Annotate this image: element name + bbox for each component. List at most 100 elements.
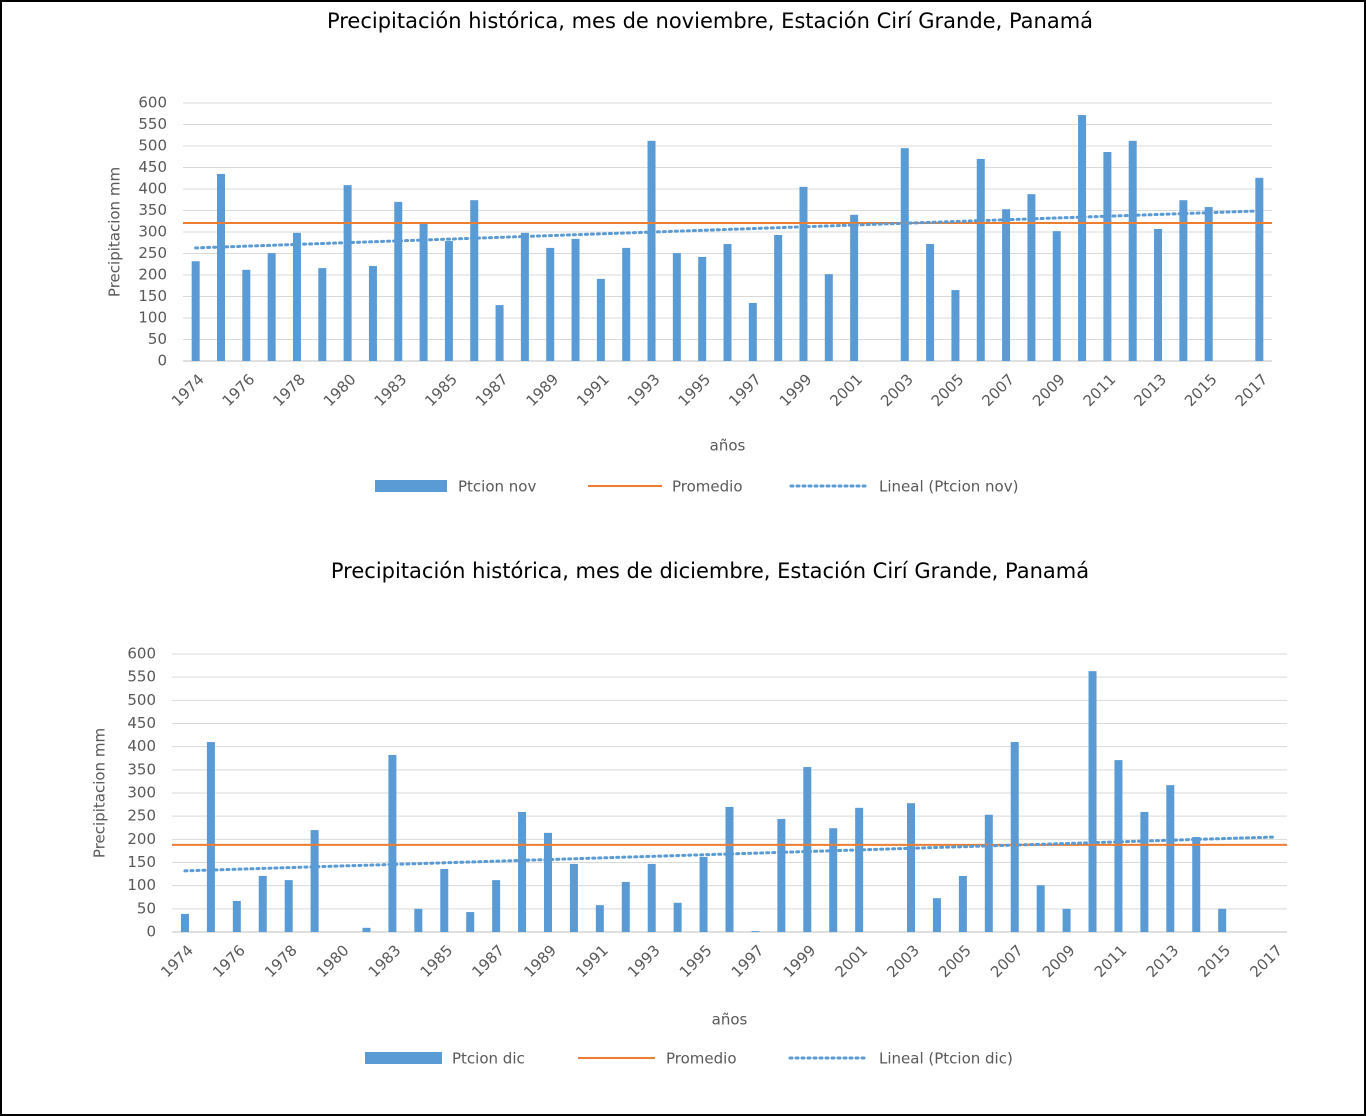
y-tick-label: 350 (138, 201, 167, 219)
bar (206, 742, 215, 932)
bar (440, 868, 449, 932)
legend-label: Ptcion nov (458, 478, 536, 496)
bar (1010, 742, 1019, 932)
y-tick-label: 200 (138, 266, 167, 284)
bar (470, 200, 479, 361)
x-axis-label: años (712, 1011, 748, 1029)
bar (444, 241, 453, 361)
y-tick-label: 450 (127, 714, 156, 732)
bar (1036, 885, 1045, 932)
bar (1103, 152, 1112, 361)
bar (751, 931, 760, 932)
legend-label: Lineal (Ptcion nov) (879, 478, 1018, 496)
y-tick-label: 400 (127, 737, 156, 755)
bar (267, 253, 276, 361)
bar (292, 232, 301, 361)
y-tick-label: 550 (127, 668, 156, 686)
bar (595, 905, 604, 932)
bar (824, 274, 833, 361)
bar (191, 261, 200, 361)
bar (725, 806, 734, 932)
y-tick-label: 550 (138, 115, 167, 133)
bar (699, 856, 708, 932)
bar (419, 223, 428, 361)
bar (495, 305, 504, 361)
bar (284, 880, 293, 932)
bar (984, 814, 993, 932)
y-tick-label: 600 (127, 645, 156, 663)
bar (673, 902, 682, 932)
y-tick-label: 200 (127, 830, 156, 848)
bar (388, 755, 397, 932)
bar (777, 818, 786, 932)
bar (926, 244, 935, 361)
bar (1002, 209, 1011, 361)
bar (466, 912, 475, 932)
bar (596, 278, 605, 361)
y-tick-label: 450 (138, 158, 167, 176)
y-tick-label: 300 (138, 223, 167, 241)
y-tick-label: 350 (127, 760, 156, 778)
y-tick-label: 50 (137, 899, 156, 917)
bar (310, 830, 319, 932)
y-tick-label: 400 (138, 180, 167, 198)
bar (571, 238, 580, 361)
bar (1114, 760, 1123, 932)
y-tick-label: 0 (157, 352, 167, 370)
bar (232, 900, 241, 932)
y-tick-label: 500 (127, 691, 156, 709)
bar (1179, 200, 1188, 361)
bar (698, 256, 707, 361)
bar (622, 247, 631, 361)
bar (958, 875, 967, 932)
y-tick-label: 300 (127, 784, 156, 802)
y-tick-label: 500 (138, 137, 167, 155)
bar (414, 908, 423, 932)
bar (1166, 785, 1175, 932)
y-tick-label: 250 (127, 807, 156, 825)
bar (546, 247, 555, 361)
bar (672, 253, 681, 361)
bar (1218, 908, 1227, 932)
bar (543, 832, 552, 932)
bar (1204, 207, 1213, 361)
bar (951, 290, 960, 361)
bar (976, 158, 985, 361)
legend-swatch (375, 480, 447, 492)
bar (855, 807, 864, 932)
bar (318, 268, 327, 361)
bar (1062, 908, 1071, 932)
bar (1192, 837, 1201, 932)
bar (1088, 671, 1097, 932)
bar (748, 302, 757, 361)
bar (368, 265, 377, 361)
bar (850, 214, 859, 361)
y-tick-label: 600 (138, 94, 167, 112)
bar (932, 898, 941, 932)
bar (907, 803, 916, 932)
chart-title: Precipitación histórica, mes de diciembr… (331, 559, 1089, 583)
bar (216, 173, 225, 361)
trend-line (183, 835, 1276, 873)
legend-label: Promedio (666, 1050, 737, 1068)
bar (180, 913, 189, 932)
legend-label: Promedio (672, 478, 743, 496)
legend-label: Ptcion dic (452, 1050, 525, 1068)
y-tick-label: 150 (127, 853, 156, 871)
bar (829, 828, 838, 932)
bar (900, 148, 909, 361)
y-tick-label: 50 (148, 330, 167, 348)
bar (1078, 115, 1087, 361)
bar (723, 244, 732, 361)
x-axis-label: años (710, 437, 746, 455)
legend-swatch (365, 1052, 442, 1064)
y-axis-label: Precipitacion mm (91, 728, 109, 858)
bar (343, 185, 352, 361)
bar (492, 880, 501, 932)
bar (1255, 177, 1264, 361)
bar (799, 186, 808, 361)
bar (803, 767, 812, 932)
y-tick-label: 150 (138, 287, 167, 305)
